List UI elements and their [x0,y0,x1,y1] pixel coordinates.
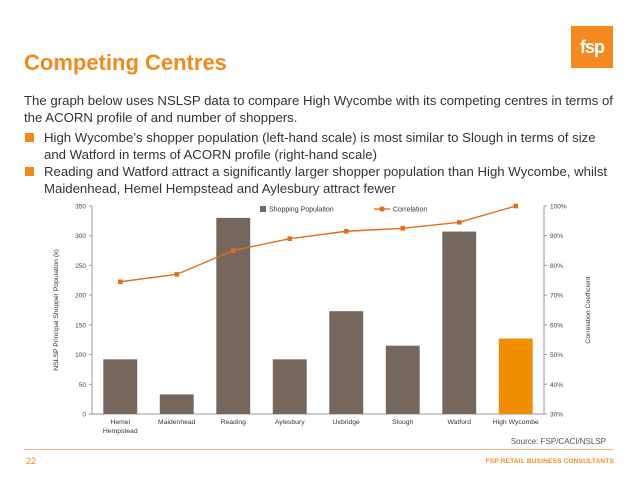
y-tick-label-right: 70% [550,293,563,300]
x-tick-label: Slough [392,419,413,426]
intro-paragraph: The graph below uses NSLSP data to compa… [24,93,613,125]
bullet-item: Reading and Watford attract a significan… [24,163,614,197]
y-tick-label-right: 80% [550,263,563,270]
y-tick-label-right: 60% [550,322,563,329]
company-logo: fsp [571,26,613,68]
x-tick-label: Uxbridge [333,419,360,426]
y-tick-label-right: 100% [550,204,567,211]
legend-swatch-bar [260,206,266,212]
y-tick-label-left: 0 [82,412,86,419]
chart-container: 0 50 100 150 200 250 300 350 30% 40% 50% 60% 70% 80% 9… [44,196,604,440]
x-tick-label: Reading [221,419,247,426]
y-tick-label-right: 50% [550,352,563,359]
y-tick-label-left: 250 [75,263,86,270]
x-tick-label: High Wycombe [493,419,539,426]
bullet-square-icon [25,167,34,176]
y-tick-label-right: 40% [550,382,563,389]
y-tick-label-left: 300 [75,233,86,240]
y-tick-label-left: 200 [75,293,86,300]
bullet-item: High Wycombe’s shopper population (left-… [24,129,614,163]
legend-label: Shopping Population [269,207,334,214]
footer-divider [24,449,614,450]
page-number: 22 [26,456,37,466]
bar [272,359,307,414]
x-tick-label: Hemel Hempstead [103,419,138,435]
x-tick-label: Watford [447,419,471,426]
y-tick-label-right: 30% [550,412,563,419]
correlation-point [117,279,123,285]
legend-label: Correlation [393,207,427,214]
y-axis-title-right: Correlation Coefficient [585,276,592,343]
bullet-text: High Wycombe’s shopper population (left-… [44,130,596,162]
y-tick-label-left: 150 [75,322,86,329]
page-title: Competing Centres [24,50,227,75]
bar [498,338,533,414]
logo-text: fsp [580,36,605,57]
bar [216,217,251,414]
y-tick-label-right: 90% [550,233,563,240]
y-tick-label-left: 350 [75,204,86,211]
bullet-square-icon [25,133,34,142]
correlation-point [230,248,236,253]
correlation-point [456,220,462,225]
correlation-point [400,225,406,231]
company-name: FSP RETAIL BUSINESS CONSULTANTS [485,458,614,465]
correlation-line [120,205,516,283]
bar [103,359,138,414]
combo-chart: 0 50 100 150 200 250 300 350 30% 40% 50% 60% 70% 80% 9… [53,203,592,436]
correlation-point [343,228,349,234]
y-axis-title-left: NSLSP Principal Shopper Population (k) [53,249,60,371]
text-block: The graph below uses NSLSP data to compa… [24,92,614,197]
x-tick-label: Maidenhead [158,419,196,426]
correlation-point [174,272,180,277]
bar [159,394,194,414]
correlation-point [513,203,519,209]
source-note: Source: FSP/CACI/NSLSP [510,437,606,446]
bar [385,345,420,414]
bar [442,231,477,414]
bullet-text: Reading and Watford attract a significan… [44,164,608,196]
bar [329,311,364,414]
legend-swatch-marker [379,206,385,212]
y-tick-label-left: 100 [75,352,86,359]
y-tick-label-left: 50 [79,382,87,389]
correlation-point [287,236,293,241]
x-tick-label: Aylesbury [275,419,305,426]
